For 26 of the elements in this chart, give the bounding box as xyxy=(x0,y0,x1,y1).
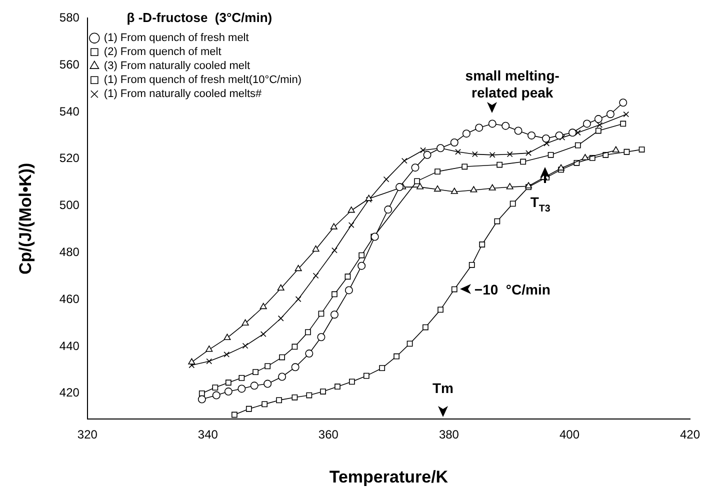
annotation: Tm xyxy=(432,380,454,396)
x-axis-title: Temperature/K xyxy=(329,467,449,486)
y-tick-label: 460 xyxy=(59,292,80,306)
x-tick-label: 320 xyxy=(77,428,98,442)
annotation: small melting-related peak xyxy=(465,67,560,100)
y-tick-label: 500 xyxy=(59,198,80,212)
x-tick-label: 420 xyxy=(680,428,700,442)
legend-label: (2) From quench of melt xyxy=(104,46,222,58)
y-tick-label: 560 xyxy=(59,57,80,72)
y-tick-label: 520 xyxy=(59,151,80,166)
legend-label: (1) From quench of fresh melt(10°C/min) xyxy=(104,74,302,86)
y-tick-label: 540 xyxy=(59,104,80,118)
x-tick-label: 360 xyxy=(318,428,339,442)
y-tick-label: 440 xyxy=(59,338,80,353)
y-tick-label: 480 xyxy=(59,245,80,260)
y-axis-title: Cp/(J/(Mol•K)) xyxy=(16,162,35,275)
legend-label: (1) From quench of fresh melt xyxy=(104,32,249,44)
y-tick-label: 420 xyxy=(59,386,80,400)
annotation: −10 °C/min xyxy=(474,281,550,298)
x-tick-label: 400 xyxy=(559,428,580,442)
y-tick-label: 580 xyxy=(59,10,80,25)
legend-label: (1) From naturally cooled melts# xyxy=(104,88,263,100)
legend-title: β -D-fructose (3°C/min) xyxy=(126,10,272,26)
x-tick-label: 340 xyxy=(198,428,218,442)
x-tick-label: 380 xyxy=(438,428,460,442)
legend-label: (3) From naturally cooled melt xyxy=(104,60,250,72)
